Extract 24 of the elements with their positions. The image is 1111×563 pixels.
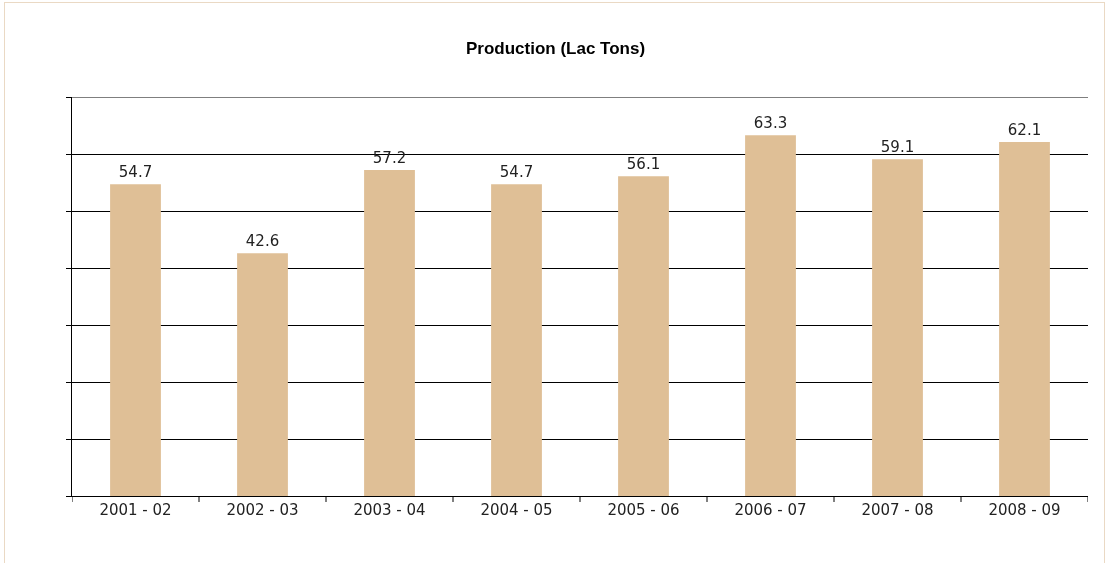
bar	[999, 142, 1050, 496]
bar	[491, 184, 542, 496]
x-tick-label: 2002 - 03	[226, 501, 299, 519]
bar	[110, 184, 161, 496]
bar	[745, 135, 796, 496]
data-label: 54.7	[118, 163, 153, 182]
bar	[364, 169, 415, 496]
data-label: 63.3	[753, 114, 788, 133]
bar	[872, 159, 923, 496]
data-label: 62.1	[1007, 121, 1042, 140]
data-label: 59.1	[880, 138, 915, 157]
x-tick-label: 2007 - 08	[861, 501, 934, 519]
data-label: 56.1	[626, 155, 661, 174]
data-label: 54.7	[499, 163, 534, 182]
x-tick-label: 2005 - 06	[607, 501, 680, 519]
x-tick-label: 2001 - 02	[99, 501, 172, 519]
x-tick-label: 2004 - 05	[480, 501, 553, 519]
x-tick-label: 2006 - 07	[734, 501, 807, 519]
x-tick-label: 2008 - 09	[988, 501, 1061, 519]
bar	[237, 253, 288, 496]
chart-title: Production (Lac Tons)	[465, 38, 646, 58]
data-label: 42.6	[245, 232, 280, 251]
x-tick-label: 2003 - 04	[353, 501, 426, 519]
bar	[618, 176, 669, 496]
